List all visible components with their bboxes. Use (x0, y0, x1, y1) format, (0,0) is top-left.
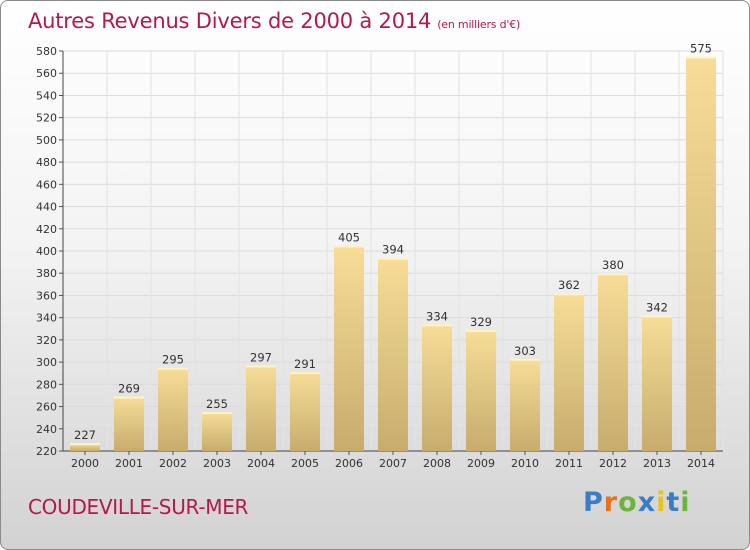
bar-value-label: 303 (514, 344, 536, 358)
bar (598, 273, 628, 451)
y-tick-label: 560 (36, 67, 57, 80)
bar-value-label: 575 (690, 42, 712, 56)
bar-highlight (158, 367, 188, 370)
bar (334, 245, 364, 451)
bar-highlight (70, 443, 100, 446)
bar (290, 372, 320, 451)
bar-highlight (334, 245, 364, 248)
x-tick-label: 2013 (643, 457, 671, 470)
x-tick-label: 2008 (423, 457, 451, 470)
bar-highlight (466, 329, 496, 332)
bar-value-label: 329 (470, 315, 492, 329)
logo-letter: x (637, 487, 657, 518)
bar-value-label: 295 (162, 353, 184, 367)
bar (70, 443, 100, 451)
x-tick-label: 2003 (203, 457, 231, 470)
bar-highlight (554, 293, 584, 296)
bar-value-label: 255 (206, 397, 228, 411)
bar-value-label: 334 (426, 309, 448, 323)
y-tick-label: 260 (36, 401, 57, 414)
y-tick-label: 360 (36, 289, 57, 302)
bar-value-label: 394 (382, 243, 404, 257)
unit-note: (en milliers d'€) (437, 18, 521, 31)
bar (202, 412, 232, 451)
bar-value-label: 297 (250, 350, 272, 364)
y-tick-label: 340 (36, 312, 57, 325)
bar-value-label: 362 (558, 278, 580, 292)
title-text: Autres Revenus Divers de 2000 à 2014 (28, 9, 432, 33)
x-tick-label: 2006 (335, 457, 363, 470)
bar-highlight (114, 396, 144, 399)
bar-highlight (202, 412, 232, 415)
bar-highlight (422, 324, 452, 327)
bar (114, 396, 144, 451)
x-tick-labels: 2000 2001 2002 2003 2004 2005 2006 2007 2008 2009… (71, 457, 715, 470)
bar-highlight (598, 273, 628, 276)
logo-letter: t (666, 487, 681, 518)
proxiti-logo: Proxiti (583, 487, 691, 518)
y-tick-label: 220 (36, 445, 57, 458)
bar (466, 329, 496, 451)
bar-highlight (642, 315, 672, 318)
bar-value-label: 405 (338, 230, 360, 244)
x-tick-label: 2002 (159, 457, 187, 470)
y-tick-labels: 220 240 260 280 300 320 340 360 380 400 420 440 460 4… (36, 45, 57, 458)
y-tick-label: 460 (36, 178, 57, 191)
bar (378, 257, 408, 451)
bar-highlight (686, 56, 716, 59)
bar-highlight (246, 365, 276, 368)
y-tick-label: 240 (36, 423, 57, 436)
place-name: COUDEVILLE-SUR-MER (28, 495, 249, 519)
y-tick-label: 520 (36, 112, 57, 125)
bar (510, 358, 540, 451)
x-tick-label: 2012 (599, 457, 627, 470)
y-tick-label: 400 (36, 245, 57, 258)
logo-letter: i (656, 487, 667, 518)
bar-highlight (290, 372, 320, 375)
x-tick-label: 2011 (555, 457, 583, 470)
bar (158, 367, 188, 451)
chart-title: Autres Revenus Divers de 2000 à 2014 (en … (28, 9, 520, 33)
y-tick-label: 500 (36, 134, 57, 147)
bar (554, 293, 584, 451)
y-tick-label: 420 (36, 223, 57, 236)
logo-letter: o (618, 487, 638, 518)
bar-value-label: 291 (294, 357, 316, 371)
bar-value-label: 380 (602, 258, 624, 272)
x-tick-label: 2014 (687, 457, 715, 470)
logo-letter: i (680, 487, 691, 518)
x-tick-label: 2009 (467, 457, 495, 470)
x-tick-label: 2004 (247, 457, 275, 470)
bar-value-label: 269 (118, 382, 140, 396)
y-tick-label: 540 (36, 89, 57, 102)
bar (642, 315, 672, 451)
bars (70, 56, 716, 452)
x-tick-label: 2007 (379, 457, 407, 470)
y-tick-label: 320 (36, 334, 57, 347)
x-tick-label: 2000 (71, 457, 99, 470)
value-labels: 227 269 295 255 297 291 405 394 334 329 303 362 380 3… (74, 42, 712, 443)
bar-highlight (510, 358, 540, 361)
x-tick-label: 2001 (115, 457, 143, 470)
y-tick-label: 300 (36, 356, 57, 369)
x-tick-label: 2005 (291, 457, 319, 470)
bar (246, 365, 276, 451)
logo-letter: r (603, 487, 619, 518)
bar-value-label: 342 (646, 300, 668, 314)
y-tick-label: 280 (36, 378, 57, 391)
bar-highlight (378, 257, 408, 260)
bar-value-label: 227 (74, 428, 96, 442)
y-tick-label: 440 (36, 201, 57, 214)
y-tick-label: 480 (36, 156, 57, 169)
logo-letter: P (583, 487, 604, 518)
y-tick-label: 580 (36, 45, 57, 58)
y-tick-label: 380 (36, 267, 57, 280)
x-tick-label: 2010 (511, 457, 539, 470)
bar (422, 324, 452, 451)
bar (686, 56, 716, 452)
